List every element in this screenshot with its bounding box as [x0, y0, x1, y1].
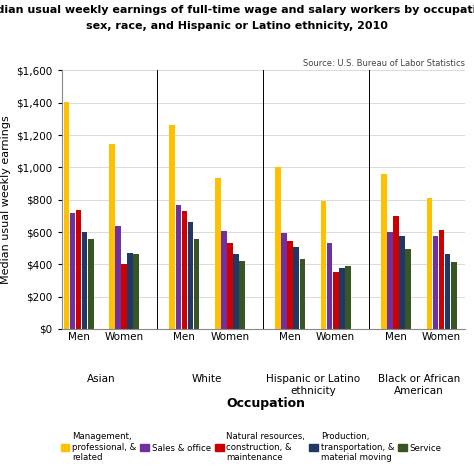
Bar [433, 235, 438, 329]
Bar [321, 201, 327, 329]
Bar [427, 198, 432, 329]
Text: Median usual weekly earnings of full-time wage and salary workers by occupation,: Median usual weekly earnings of full-tim… [0, 5, 474, 15]
Bar [345, 266, 351, 329]
Bar [233, 254, 239, 329]
Bar [70, 213, 75, 329]
Bar [194, 238, 200, 329]
Text: Source: U.S. Bureau of Labor Statistics: Source: U.S. Bureau of Labor Statistics [302, 59, 465, 68]
Text: Black or African
American: Black or African American [378, 374, 460, 396]
Legend: Management,
professional, &
related, Sales & office, Natural resources,
construc: Management, professional, & related, Sal… [57, 429, 445, 466]
Bar [221, 231, 227, 329]
Bar [227, 243, 233, 329]
Bar [300, 258, 305, 329]
Text: sex, race, and Hispanic or Latino ethnicity, 2010: sex, race, and Hispanic or Latino ethnic… [86, 21, 388, 31]
Bar [109, 144, 115, 329]
Bar [393, 216, 399, 329]
Bar [438, 230, 445, 329]
Bar [445, 254, 450, 329]
Bar [293, 247, 299, 329]
Bar [215, 178, 220, 329]
Text: White: White [192, 374, 222, 384]
Bar [82, 232, 88, 329]
Bar [76, 210, 82, 329]
Bar [121, 264, 127, 329]
Bar [275, 167, 281, 329]
Bar [64, 102, 69, 329]
Bar [451, 262, 456, 329]
Bar [239, 261, 245, 329]
Bar [327, 243, 332, 329]
Bar [405, 249, 411, 329]
Bar [282, 233, 287, 329]
Bar [333, 272, 338, 329]
Bar [133, 254, 139, 329]
Bar [115, 226, 121, 329]
Y-axis label: Median usual weekly earnings: Median usual weekly earnings [1, 115, 11, 284]
Bar [175, 204, 181, 329]
Bar [127, 253, 133, 329]
Text: Asian: Asian [87, 374, 116, 384]
Bar [88, 239, 93, 329]
Bar [381, 174, 387, 329]
Bar [399, 236, 405, 329]
Text: Occupation: Occupation [226, 397, 305, 410]
Bar [188, 222, 193, 329]
Bar [182, 211, 187, 329]
Bar [287, 241, 293, 329]
Bar [169, 125, 175, 329]
Bar [387, 232, 393, 329]
Text: Hispanic or Latino
ethnicity: Hispanic or Latino ethnicity [266, 374, 360, 396]
Bar [339, 267, 345, 329]
